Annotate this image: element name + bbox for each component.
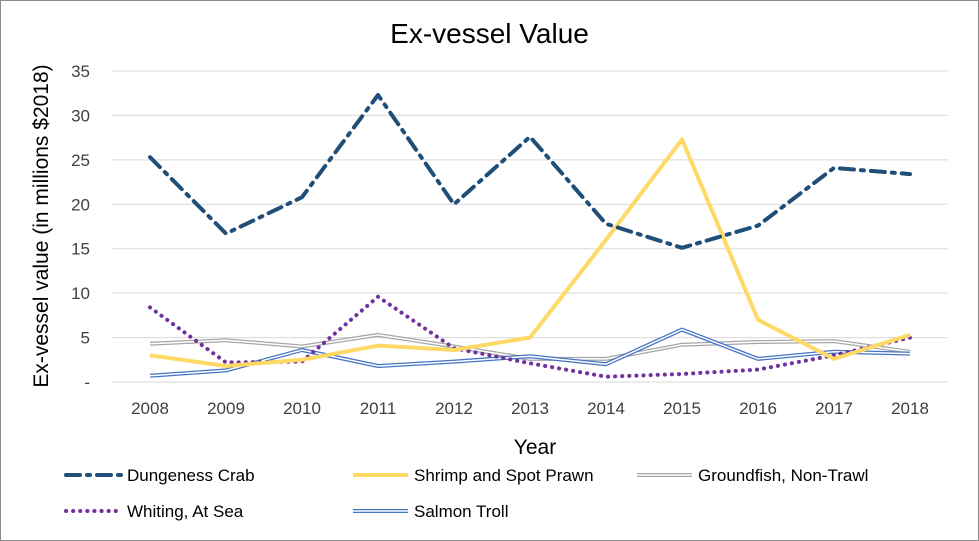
x-axis-ticks: 2008 2009 2010 2011 2012 2013 2014 2015 2016 2017… (131, 399, 929, 418)
x-tick-label: 2010 (283, 399, 321, 418)
legend-item: Shrimp and Spot Prawn (353, 466, 594, 485)
x-tick-label: 2016 (739, 399, 777, 418)
legend-item: Groundfish, Non-Trawl (637, 466, 868, 485)
legend-label: Whiting, At Sea (127, 502, 244, 521)
x-tick-label: 2012 (435, 399, 473, 418)
x-axis-title: Year (514, 436, 556, 459)
series-line (149, 137, 911, 368)
x-tick-label: 2015 (663, 399, 701, 418)
series-groundfish-non-trawl (149, 332, 911, 361)
x-tick-label: 2011 (360, 399, 397, 418)
legend-item: Salmon Troll (353, 502, 508, 521)
legend: Dungeness Crab Shrimp and Spot Prawn Groun… (64, 466, 868, 521)
gridlines (112, 70, 948, 383)
x-tick-label: 2017 (815, 399, 853, 418)
series-line-inner (149, 334, 911, 360)
chart-title: Ex-vessel Value (390, 18, 589, 49)
x-tick-label: 2009 (207, 399, 245, 418)
series-shrimp-and-spot-prawn (149, 137, 911, 368)
series-lines (148, 93, 912, 379)
legend-label: Groundfish, Non-Trawl (698, 466, 868, 485)
legend-label: Shrimp and Spot Prawn (414, 466, 594, 485)
series-salmon-troll (149, 327, 911, 378)
x-tick-label: 2014 (587, 399, 625, 418)
x-tick-label: 2013 (511, 399, 549, 418)
y-tick-label: 5 (81, 329, 90, 348)
y-axis-ticks: - 5 10 15 20 25 30 35 (71, 62, 90, 392)
legend-item: Dungeness Crab (64, 466, 255, 485)
series-line-inner (149, 328, 911, 377)
x-tick-label: 2018 (891, 399, 929, 418)
legend-item: Whiting, At Sea (64, 502, 244, 521)
series-line (148, 93, 912, 250)
x-tick-label: 2008 (131, 399, 169, 418)
y-tick-label: - (84, 373, 90, 392)
y-tick-label: 35 (71, 62, 90, 81)
y-tick-label: 25 (71, 151, 90, 170)
y-tick-label: 20 (71, 195, 90, 214)
y-axis-title: Ex-vessel value (in millions $2018) (30, 64, 53, 387)
series-dungeness-crab (148, 93, 912, 250)
y-tick-label: 15 (71, 240, 90, 259)
legend-label: Dungeness Crab (127, 466, 255, 485)
legend-label: Salmon Troll (414, 502, 508, 521)
series-whiting-at-sea (148, 294, 912, 379)
y-tick-label: 10 (71, 284, 90, 303)
y-tick-label: 30 (71, 106, 90, 125)
series-line (148, 294, 912, 379)
